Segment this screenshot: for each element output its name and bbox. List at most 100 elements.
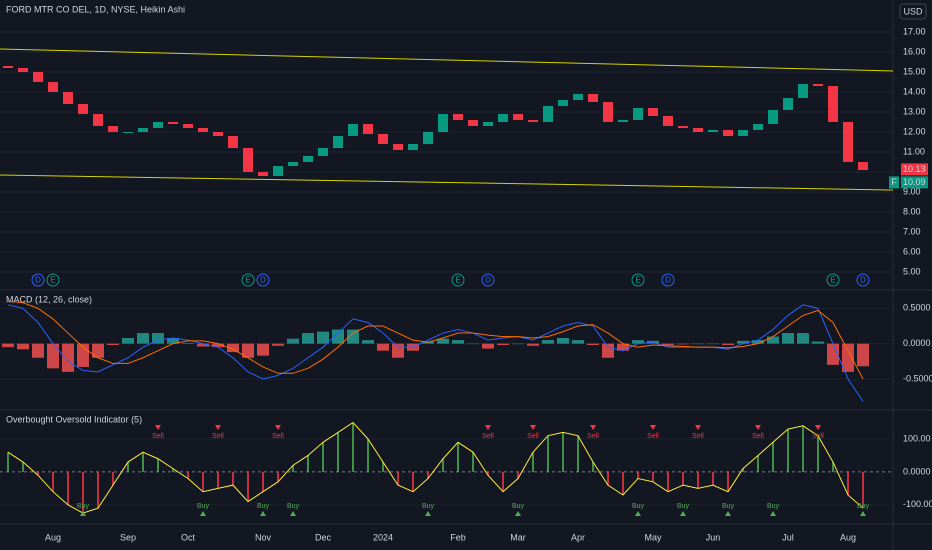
signal-label: Sell <box>587 433 599 440</box>
event-marker <box>661 273 675 287</box>
y-tick-label: 6.00 <box>903 246 921 256</box>
event-label: E <box>635 276 640 285</box>
x-tick-label: May <box>644 532 662 542</box>
candle <box>543 106 553 122</box>
candle <box>528 120 538 122</box>
signal-label: Buy <box>767 503 780 510</box>
event-marker <box>481 273 495 287</box>
candle <box>333 136 343 148</box>
signal-arrow <box>635 511 641 516</box>
candle <box>3 66 13 68</box>
signal-label: Sell <box>647 433 659 440</box>
histogram-bar <box>227 343 239 353</box>
candle <box>708 130 718 132</box>
histogram-bar <box>482 343 494 349</box>
candle <box>18 68 28 72</box>
histogram-bar <box>242 343 254 358</box>
candle <box>393 144 403 150</box>
signal-arrow <box>770 511 776 516</box>
currency[interactable]: USD <box>903 6 923 16</box>
event-marker <box>826 273 840 287</box>
signal-label: Buy <box>197 503 210 510</box>
macd-line <box>7 300 864 380</box>
candle <box>258 172 268 176</box>
candle <box>228 136 238 148</box>
histogram-bar <box>62 343 74 372</box>
candle <box>723 130 733 136</box>
signal-label: Sell <box>752 433 764 440</box>
signal-arrow <box>860 511 866 516</box>
signal-arrow <box>680 511 686 516</box>
event-label: E <box>245 276 250 285</box>
candle <box>858 162 868 170</box>
histogram-bar <box>377 343 389 351</box>
signal-label: Buy <box>677 503 690 510</box>
signal-arrow <box>815 425 821 430</box>
event-marker <box>631 273 645 287</box>
candle <box>738 130 748 136</box>
signal-label: Buy <box>77 503 90 510</box>
chart-title: FORD MTR CO DEL, 1D, NYSE, Heikin Ashi <box>6 4 185 14</box>
price-label-box <box>901 163 928 176</box>
y-tick-label: -100.00 <box>903 499 932 509</box>
histogram-bar <box>137 333 149 344</box>
histogram-bar <box>197 343 209 347</box>
event-label: D <box>35 276 41 285</box>
signal-arrow <box>515 511 521 516</box>
currency-box[interactable] <box>899 3 927 20</box>
candle <box>78 104 88 114</box>
x-tick-label: Nov <box>255 532 272 542</box>
histogram-bar <box>122 338 134 344</box>
candle <box>768 110 778 124</box>
x-tick-label: Sep <box>120 532 136 542</box>
histogram-bar <box>2 343 14 348</box>
symbol-tag: F <box>891 177 897 187</box>
candle <box>453 114 463 120</box>
candle <box>603 102 613 122</box>
histogram-bar <box>752 340 764 344</box>
event-label: E <box>830 276 835 285</box>
candle <box>588 94 598 102</box>
symbol-tag-box <box>889 176 899 189</box>
candle <box>63 92 73 104</box>
candle <box>753 124 763 130</box>
x-tick-label: Oct <box>181 532 196 542</box>
y-tick-label: 8.00 <box>903 206 921 216</box>
signal-arrow <box>590 425 596 430</box>
signal-label: Sell <box>527 433 539 440</box>
event-label: D <box>665 276 671 285</box>
signal-label: Sell <box>692 433 704 440</box>
trendline <box>0 174 894 191</box>
candle <box>168 122 178 124</box>
histogram-bar <box>497 343 509 346</box>
y-tick-label: 9.00 <box>903 186 921 196</box>
price-label: 10.09 <box>903 177 926 187</box>
candle <box>783 98 793 110</box>
histogram-bar <box>662 343 674 346</box>
candle <box>468 120 478 126</box>
y-tick-label: 5.00 <box>903 266 921 276</box>
histogram-bar <box>272 343 284 346</box>
histogram-bar <box>287 338 299 344</box>
histogram-bar <box>767 336 779 344</box>
candle <box>138 128 148 132</box>
price-label-box <box>901 176 928 189</box>
candle <box>678 126 688 128</box>
histogram-bar <box>212 343 224 348</box>
y-tick-label: 11.00 <box>903 146 925 156</box>
histogram-bar <box>572 340 584 344</box>
x-tick-label: Apr <box>571 532 585 542</box>
price-label: 10.13 <box>903 164 926 174</box>
histogram-bar <box>32 343 44 358</box>
signal-label: Buy <box>512 503 525 510</box>
signal-label: Buy <box>422 503 435 510</box>
histogram-bar <box>587 343 599 346</box>
candle <box>843 122 853 162</box>
signal-arrow <box>200 511 206 516</box>
event-label: E <box>50 276 55 285</box>
candle <box>663 116 673 126</box>
histogram-bar <box>812 341 824 344</box>
signal-label: Buy <box>632 503 645 510</box>
